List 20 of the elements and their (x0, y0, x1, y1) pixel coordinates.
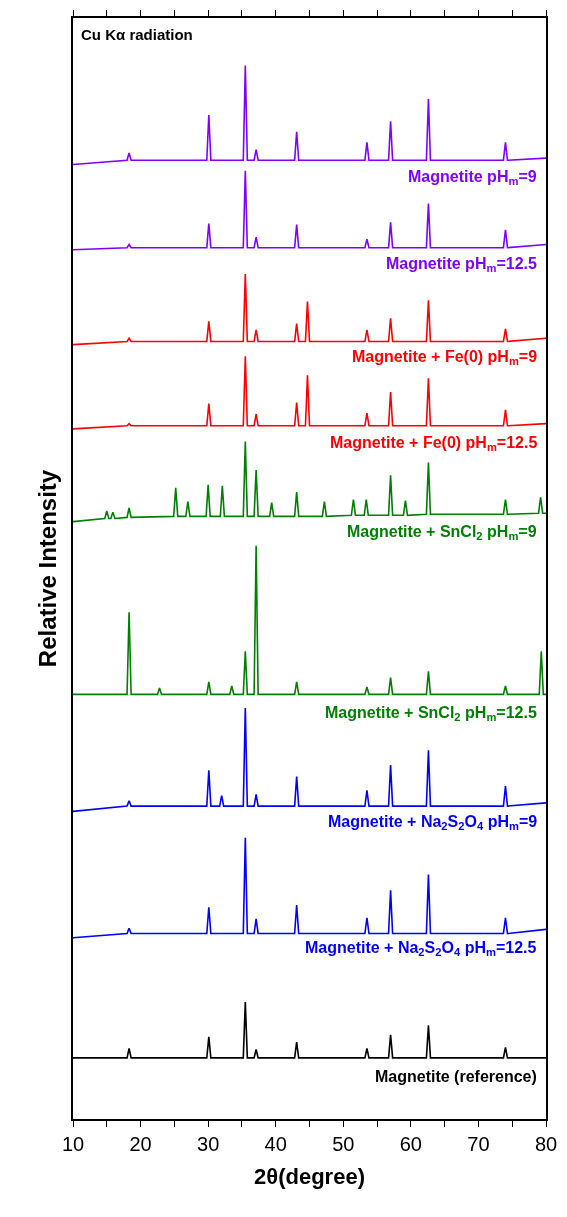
series-label: Magnetite (reference) (375, 1068, 537, 1085)
series-label: Magnetite + Fe(0) pH$_{m}$=12.5 (330, 434, 538, 454)
y-axis-title: Relative Intensity (33, 469, 61, 668)
x-tick-label: 80 (534, 1132, 558, 1155)
x-tick-label: 20 (129, 1132, 152, 1155)
x-tick-label: 60 (399, 1132, 422, 1155)
series-label: Magnetite + SnCl$_{2}$ pH$_{m}$=9 (347, 523, 537, 543)
text: Magnetite + Na$_{2}$S$_{2}$O$_{4}$ pH$_{m}$=9 (328, 813, 538, 833)
x-tick-label: 50 (332, 1132, 355, 1155)
series-label: Magnetite + SnCl$_{2}$ pH$_{m}$=12.5 (325, 704, 537, 724)
x-tick-label: 30 (197, 1132, 220, 1155)
text: Cu Kα radiation (81, 26, 193, 43)
x-tick-label: 10 (61, 1132, 85, 1155)
series-label: Magnetite pH$_{m}$=9 (408, 168, 537, 188)
x-tick-label: 40 (264, 1132, 287, 1155)
x-tick-label: 70 (467, 1132, 490, 1155)
x-axis-title: 2θ(degree) (254, 1164, 365, 1190)
series-label: Magnetite pH$_{m}$=12.5 (386, 255, 537, 275)
text: Magnetite + Na$_{2}$S$_{2}$O$_{4}$ pH$_{m}$=12.5 (305, 939, 537, 959)
series-label: Magnetite + Fe(0) pH$_{m}$=9 (352, 348, 538, 368)
